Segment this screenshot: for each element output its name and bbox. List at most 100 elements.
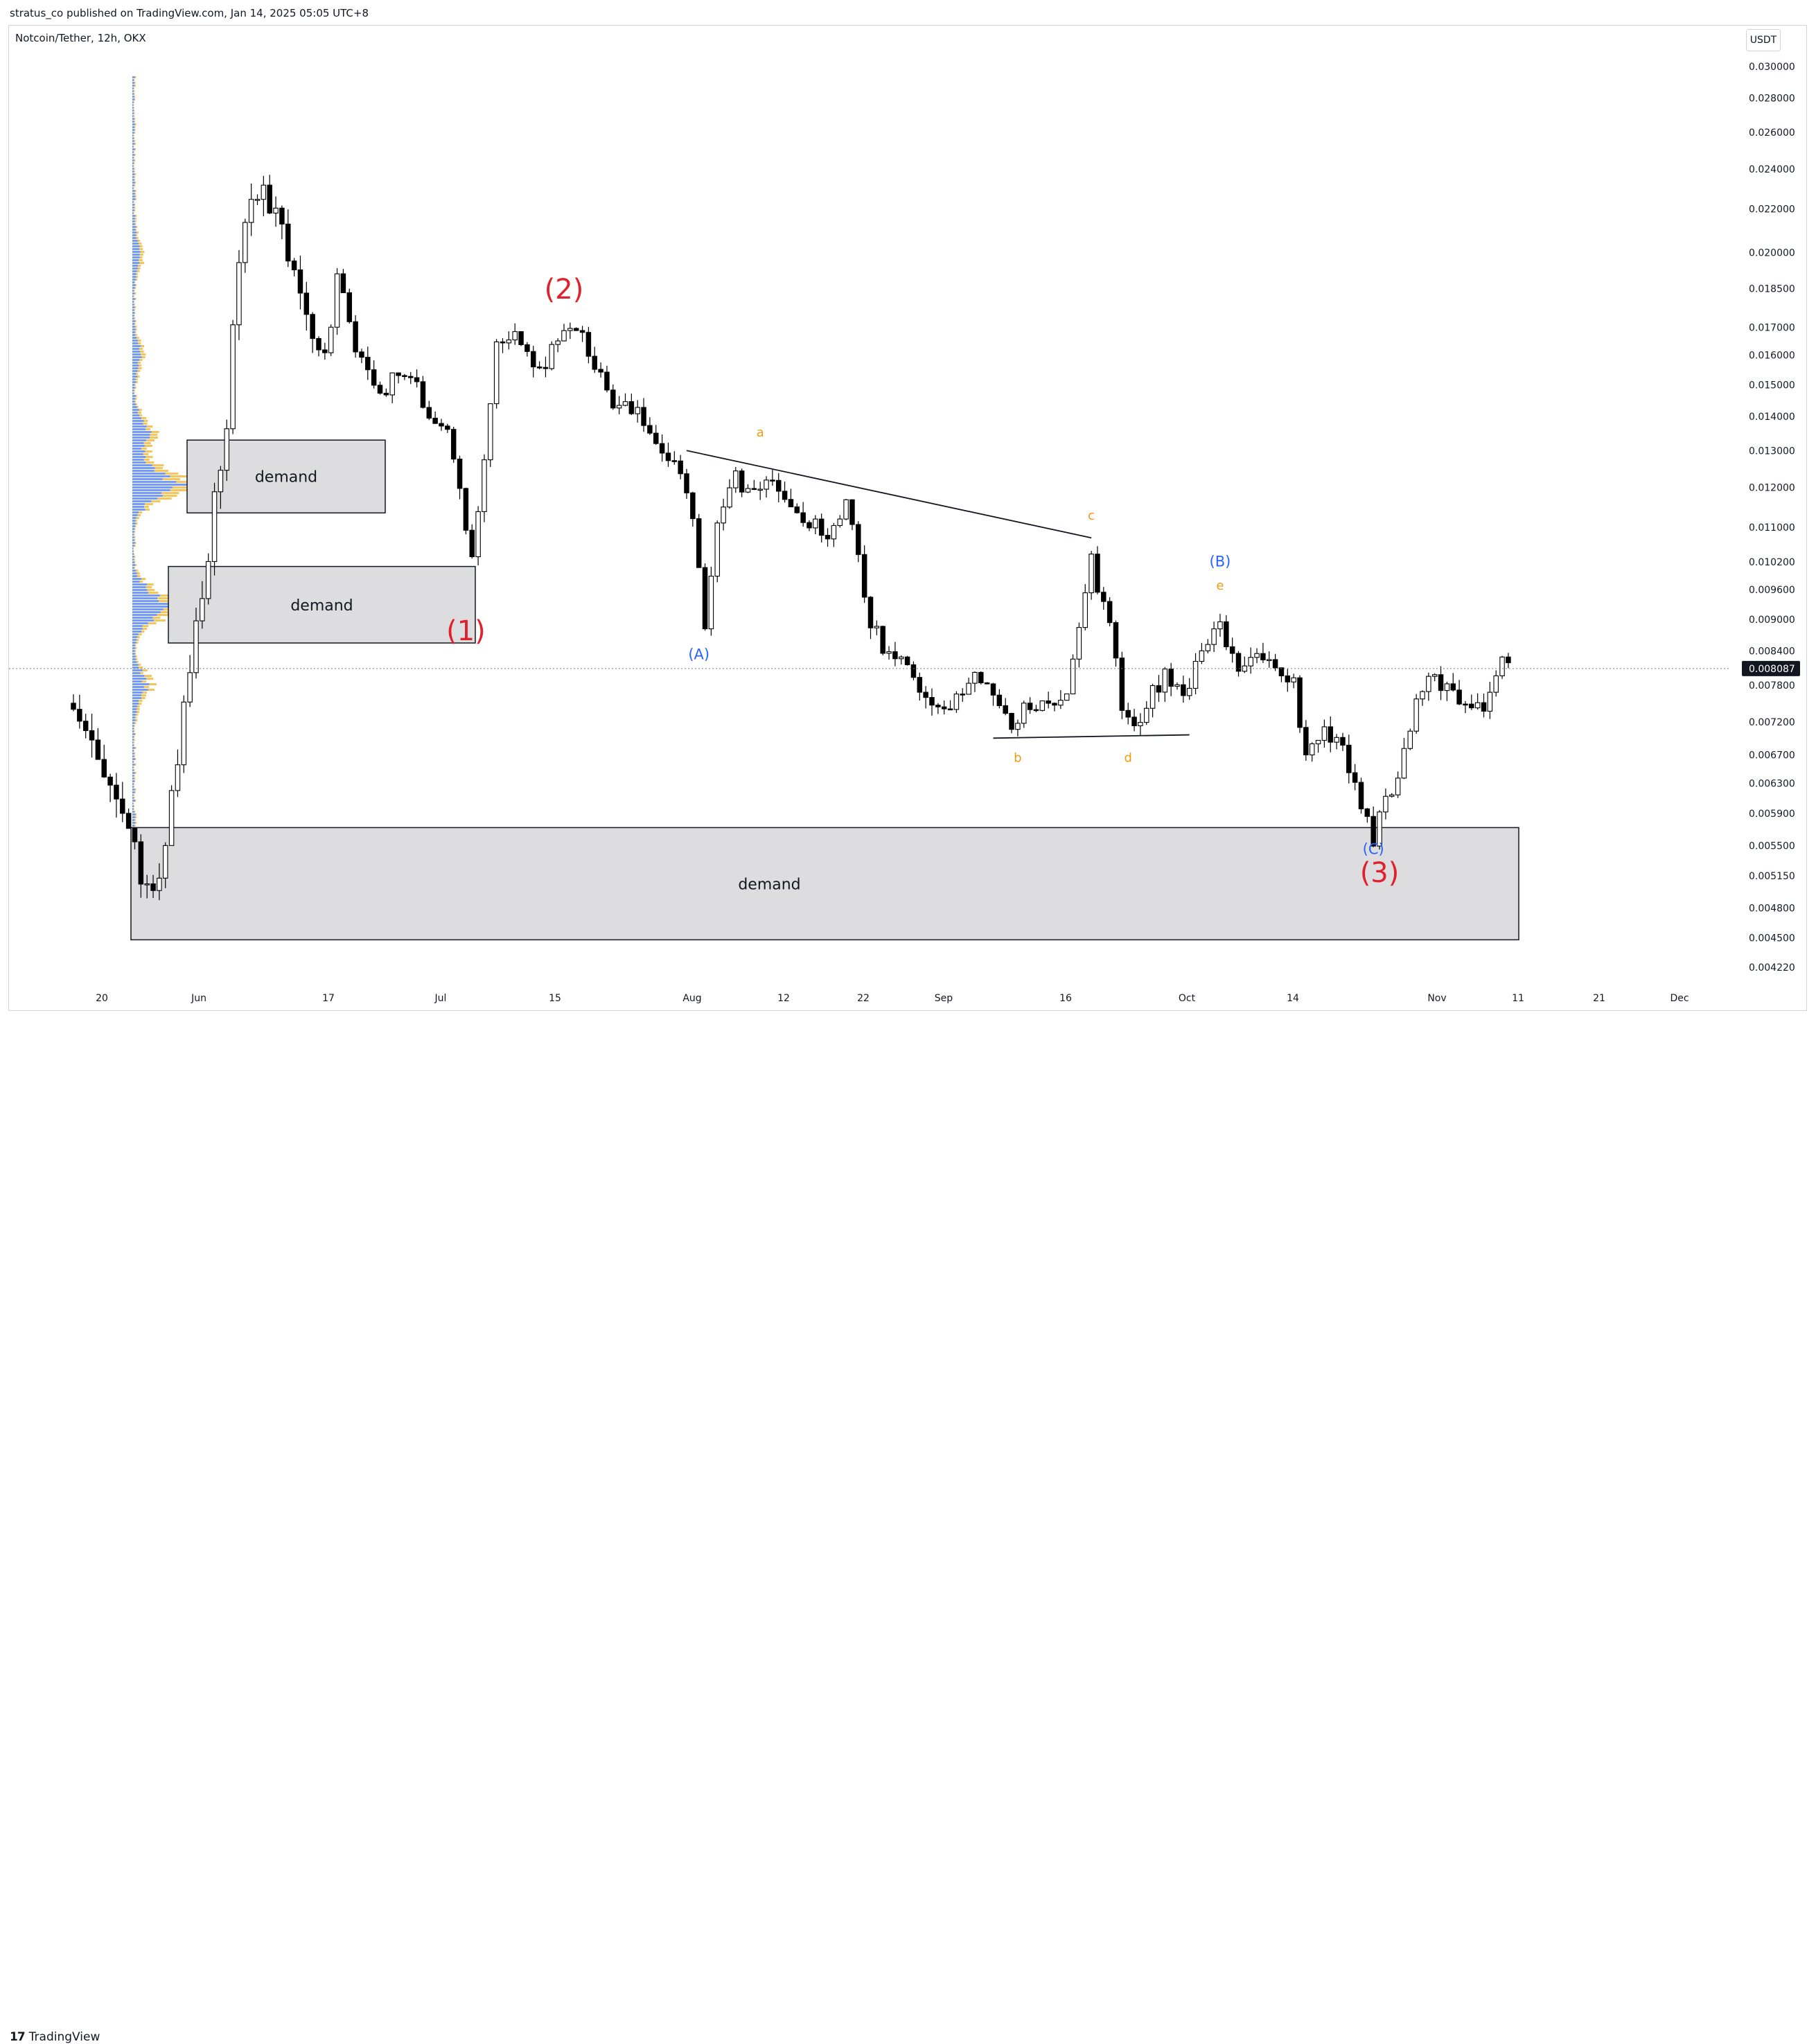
volume-profile-row xyxy=(134,281,136,283)
x-tick-label: 16 xyxy=(1059,993,1072,1004)
currency-button[interactable]: USDT xyxy=(1746,29,1781,51)
volume-profile-row xyxy=(134,791,136,793)
wave-labels: (1) (2) (3) (A) (B) (C) a b c d e xyxy=(446,274,1399,889)
volume-profile-row xyxy=(134,126,136,128)
candle-body-down xyxy=(1358,782,1364,809)
candle-body-down xyxy=(653,432,659,444)
candle-body-up xyxy=(1291,677,1296,682)
candle xyxy=(1156,675,1162,702)
volume-profile-row xyxy=(132,129,135,131)
candle xyxy=(1450,673,1456,692)
volume-profile-row xyxy=(132,606,172,608)
tradingview-logo[interactable]: 17 TradingView xyxy=(10,2030,100,2044)
demand-zone[interactable] xyxy=(130,827,1519,941)
volume-profile-row xyxy=(132,464,152,466)
volume-profile-row xyxy=(132,287,135,289)
candle xyxy=(856,521,861,563)
volume-profile-row xyxy=(132,481,177,483)
volume-profile-row xyxy=(132,195,136,197)
volume-profile-row xyxy=(134,303,135,306)
volume-profile-row xyxy=(132,722,135,724)
trendlines[interactable] xyxy=(686,450,1190,739)
volume-profile-row xyxy=(132,725,134,727)
triangle-lower[interactable] xyxy=(993,734,1190,739)
candle-body-up xyxy=(757,488,763,491)
chart-canvas[interactable]: demand demand demand (1) (2) (3) (A) (B) (C) a b c… xyxy=(0,0,1816,1043)
volume-profile-row xyxy=(132,206,134,209)
candle-body-up xyxy=(1162,669,1168,693)
volume-profile-row xyxy=(162,495,177,497)
candle xyxy=(598,362,603,378)
demand-zone[interactable] xyxy=(168,565,476,644)
volume-profile-row xyxy=(132,151,134,153)
volume-profile-row xyxy=(159,600,170,602)
candle xyxy=(1463,701,1468,714)
volume-profile-row xyxy=(132,658,136,660)
candle-body-down xyxy=(1260,653,1266,660)
candle-body-down xyxy=(818,518,825,536)
demand-zones[interactable]: demand demand demand xyxy=(130,439,1519,941)
candle-body-down xyxy=(794,506,800,513)
candle xyxy=(1131,709,1137,732)
candle-body-down xyxy=(867,597,874,628)
volume-profile-row xyxy=(159,594,175,597)
candle-body-down xyxy=(1131,716,1137,727)
volume-profile-row xyxy=(132,680,142,682)
candle-body-down xyxy=(1224,621,1229,647)
volume-profile-row xyxy=(132,417,142,419)
candle-body-down xyxy=(377,385,383,394)
candle xyxy=(524,342,530,357)
candle xyxy=(996,689,1003,709)
volume-profile-row xyxy=(132,531,134,533)
volume-profile-row xyxy=(132,231,137,234)
volume-profile-row xyxy=(134,556,136,558)
candle-body-down xyxy=(1481,702,1487,712)
candle xyxy=(101,744,107,778)
candle-body-up xyxy=(1088,554,1094,594)
candle xyxy=(1334,734,1339,750)
candle-body-down xyxy=(279,207,285,224)
volume-profile-row xyxy=(132,675,145,677)
candle xyxy=(488,403,493,468)
volume-profile-row xyxy=(143,453,149,455)
candle xyxy=(1174,682,1180,690)
volume-profile-row xyxy=(132,295,134,297)
volume-profile-row xyxy=(135,398,137,400)
volume-profile-row xyxy=(132,644,136,646)
candle-body-down xyxy=(530,351,536,368)
volume-profile-row xyxy=(134,82,136,84)
chart-frame[interactable] xyxy=(8,25,1807,1011)
candle-body-down xyxy=(770,479,775,482)
tradingview-name: TradingView xyxy=(28,2030,100,2044)
volume-profile-row xyxy=(139,243,142,245)
triangle-upper[interactable] xyxy=(686,450,1092,539)
candle-body-up xyxy=(1267,659,1272,662)
volume-profile-row xyxy=(132,398,136,400)
candle xyxy=(1076,622,1082,668)
volume-profile-row xyxy=(132,667,139,669)
volume-profile-row xyxy=(134,170,135,173)
volume-profile-row xyxy=(141,448,147,450)
candle xyxy=(475,506,481,566)
candle xyxy=(1260,642,1266,663)
volume-profile-row xyxy=(134,545,136,547)
volume-profile-row xyxy=(148,592,159,594)
volume-profile-row xyxy=(139,245,143,247)
candle xyxy=(150,874,156,898)
candle-body-up xyxy=(561,330,567,342)
volume-profile-row xyxy=(132,267,138,270)
y-tick-label: 0.005900 xyxy=(1749,809,1795,820)
volume-profile-row xyxy=(132,182,135,184)
symbol-title[interactable]: Notcoin/Tether, 12h, OKX xyxy=(15,32,146,44)
candle-body-up xyxy=(1407,730,1413,749)
volume-profile-row xyxy=(152,464,164,466)
candle xyxy=(1186,678,1192,701)
volume-profile-row xyxy=(132,583,148,585)
volume-profile-row xyxy=(134,539,136,541)
candle-body-down xyxy=(1168,669,1174,687)
volume-profile-row xyxy=(144,675,152,677)
candle xyxy=(469,524,475,559)
candle-body-down xyxy=(291,261,297,270)
volume-profile-row xyxy=(132,134,134,136)
candle xyxy=(899,655,904,665)
